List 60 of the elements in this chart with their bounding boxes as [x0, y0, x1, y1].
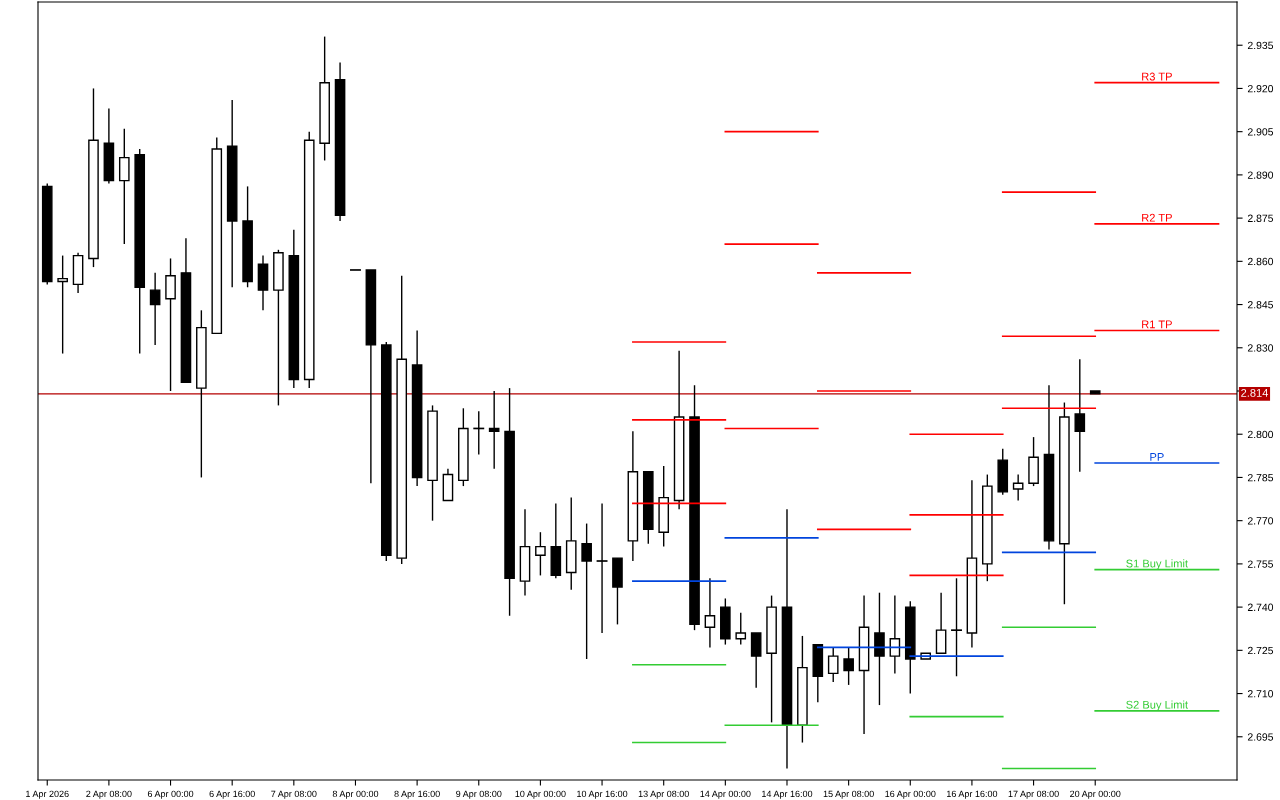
series-label: S1 Buy Limit: [1126, 559, 1188, 570]
y-tick-label: 2.710: [1247, 690, 1274, 698]
candlestick: [935, 592, 947, 654]
candlestick: [735, 612, 747, 646]
x-tick-label: 15 Apr 08:00: [823, 790, 874, 799]
y-tick-label: 2.740: [1247, 603, 1274, 611]
x-tick-label: 6 Apr 16:00: [209, 790, 255, 799]
x-tick-label: 10 Apr 16:00: [577, 790, 628, 799]
x-tick-label: 20 Apr 00:00: [1070, 790, 1121, 799]
x-tick-label: 1 Apr 2026: [26, 790, 69, 799]
candlestick: [165, 257, 176, 392]
x-tick-label: 14 Apr 16:00: [762, 790, 813, 799]
candlestick: [1074, 358, 1086, 473]
x-tick-label: 2 Apr 08:00: [86, 790, 132, 799]
y-tick-label: 2.920: [1247, 84, 1274, 93]
y-tick-label: 2.905: [1247, 128, 1274, 136]
y-tick-label: 2.935: [1247, 41, 1274, 50]
candlestick: [596, 502, 608, 634]
series-label: R3 TP: [1142, 72, 1172, 81]
x-tick-label: 7 Apr 08:00: [271, 790, 317, 799]
x-tick-label: 13 Apr 08:00: [638, 790, 689, 799]
x-tick-label: 16 Apr 16:00: [947, 790, 998, 799]
x-tick-label: 8 Apr 00:00: [332, 790, 379, 799]
series-label: S2 Buy Limit: [1126, 700, 1188, 711]
series-label: PP: [1150, 453, 1164, 461]
candlestick: [57, 254, 68, 355]
y-tick-label: 2.845: [1247, 301, 1274, 309]
series-label: R2 TP: [1142, 213, 1172, 222]
candlestick: [535, 531, 546, 577]
x-tick-label: 14 Apr 00:00: [700, 790, 751, 799]
candlestick: [488, 390, 500, 470]
candlestick: [750, 632, 762, 689]
candlestick: [1012, 473, 1024, 502]
x-tick-label: 17 Apr 08:00: [1008, 790, 1059, 799]
candlestick: [843, 646, 854, 686]
x-tick-label: 9 Apr 08:00: [456, 790, 502, 799]
y-tick-label: 2.770: [1247, 517, 1274, 525]
x-tick-label: 6 Apr 00:00: [147, 790, 194, 799]
y-tick-label: 2.725: [1247, 646, 1274, 655]
candlestick: [149, 272, 161, 346]
y-tick-label: 2.785: [1247, 473, 1274, 482]
candlestick: [118, 128, 130, 245]
y-tick-label: 2.800: [1247, 430, 1274, 439]
candlestick: [889, 594, 901, 675]
candlestick: [827, 646, 839, 683]
x-tick-label: 8 Apr 16:00: [394, 790, 440, 799]
candlestick: [704, 577, 716, 649]
y-tick-label: 2.755: [1247, 560, 1274, 568]
candlestick: [951, 577, 962, 677]
x-tick-label: 16 Apr 00:00: [885, 790, 936, 799]
x-tick-label: 10 Apr 00:00: [515, 790, 566, 799]
y-tick-label: 2.890: [1247, 171, 1274, 179]
y-tick-label: 2.695: [1247, 733, 1274, 741]
y-tick-label: 2.875: [1247, 214, 1274, 222]
candlestick: [581, 522, 592, 660]
series-label: R1 TP: [1142, 320, 1172, 329]
ref-line-label: 2.814: [1241, 389, 1269, 397]
y-tick-label: 2.860: [1247, 257, 1274, 266]
y-tick-label: 2.830: [1247, 344, 1274, 352]
candlestick: [874, 592, 885, 706]
